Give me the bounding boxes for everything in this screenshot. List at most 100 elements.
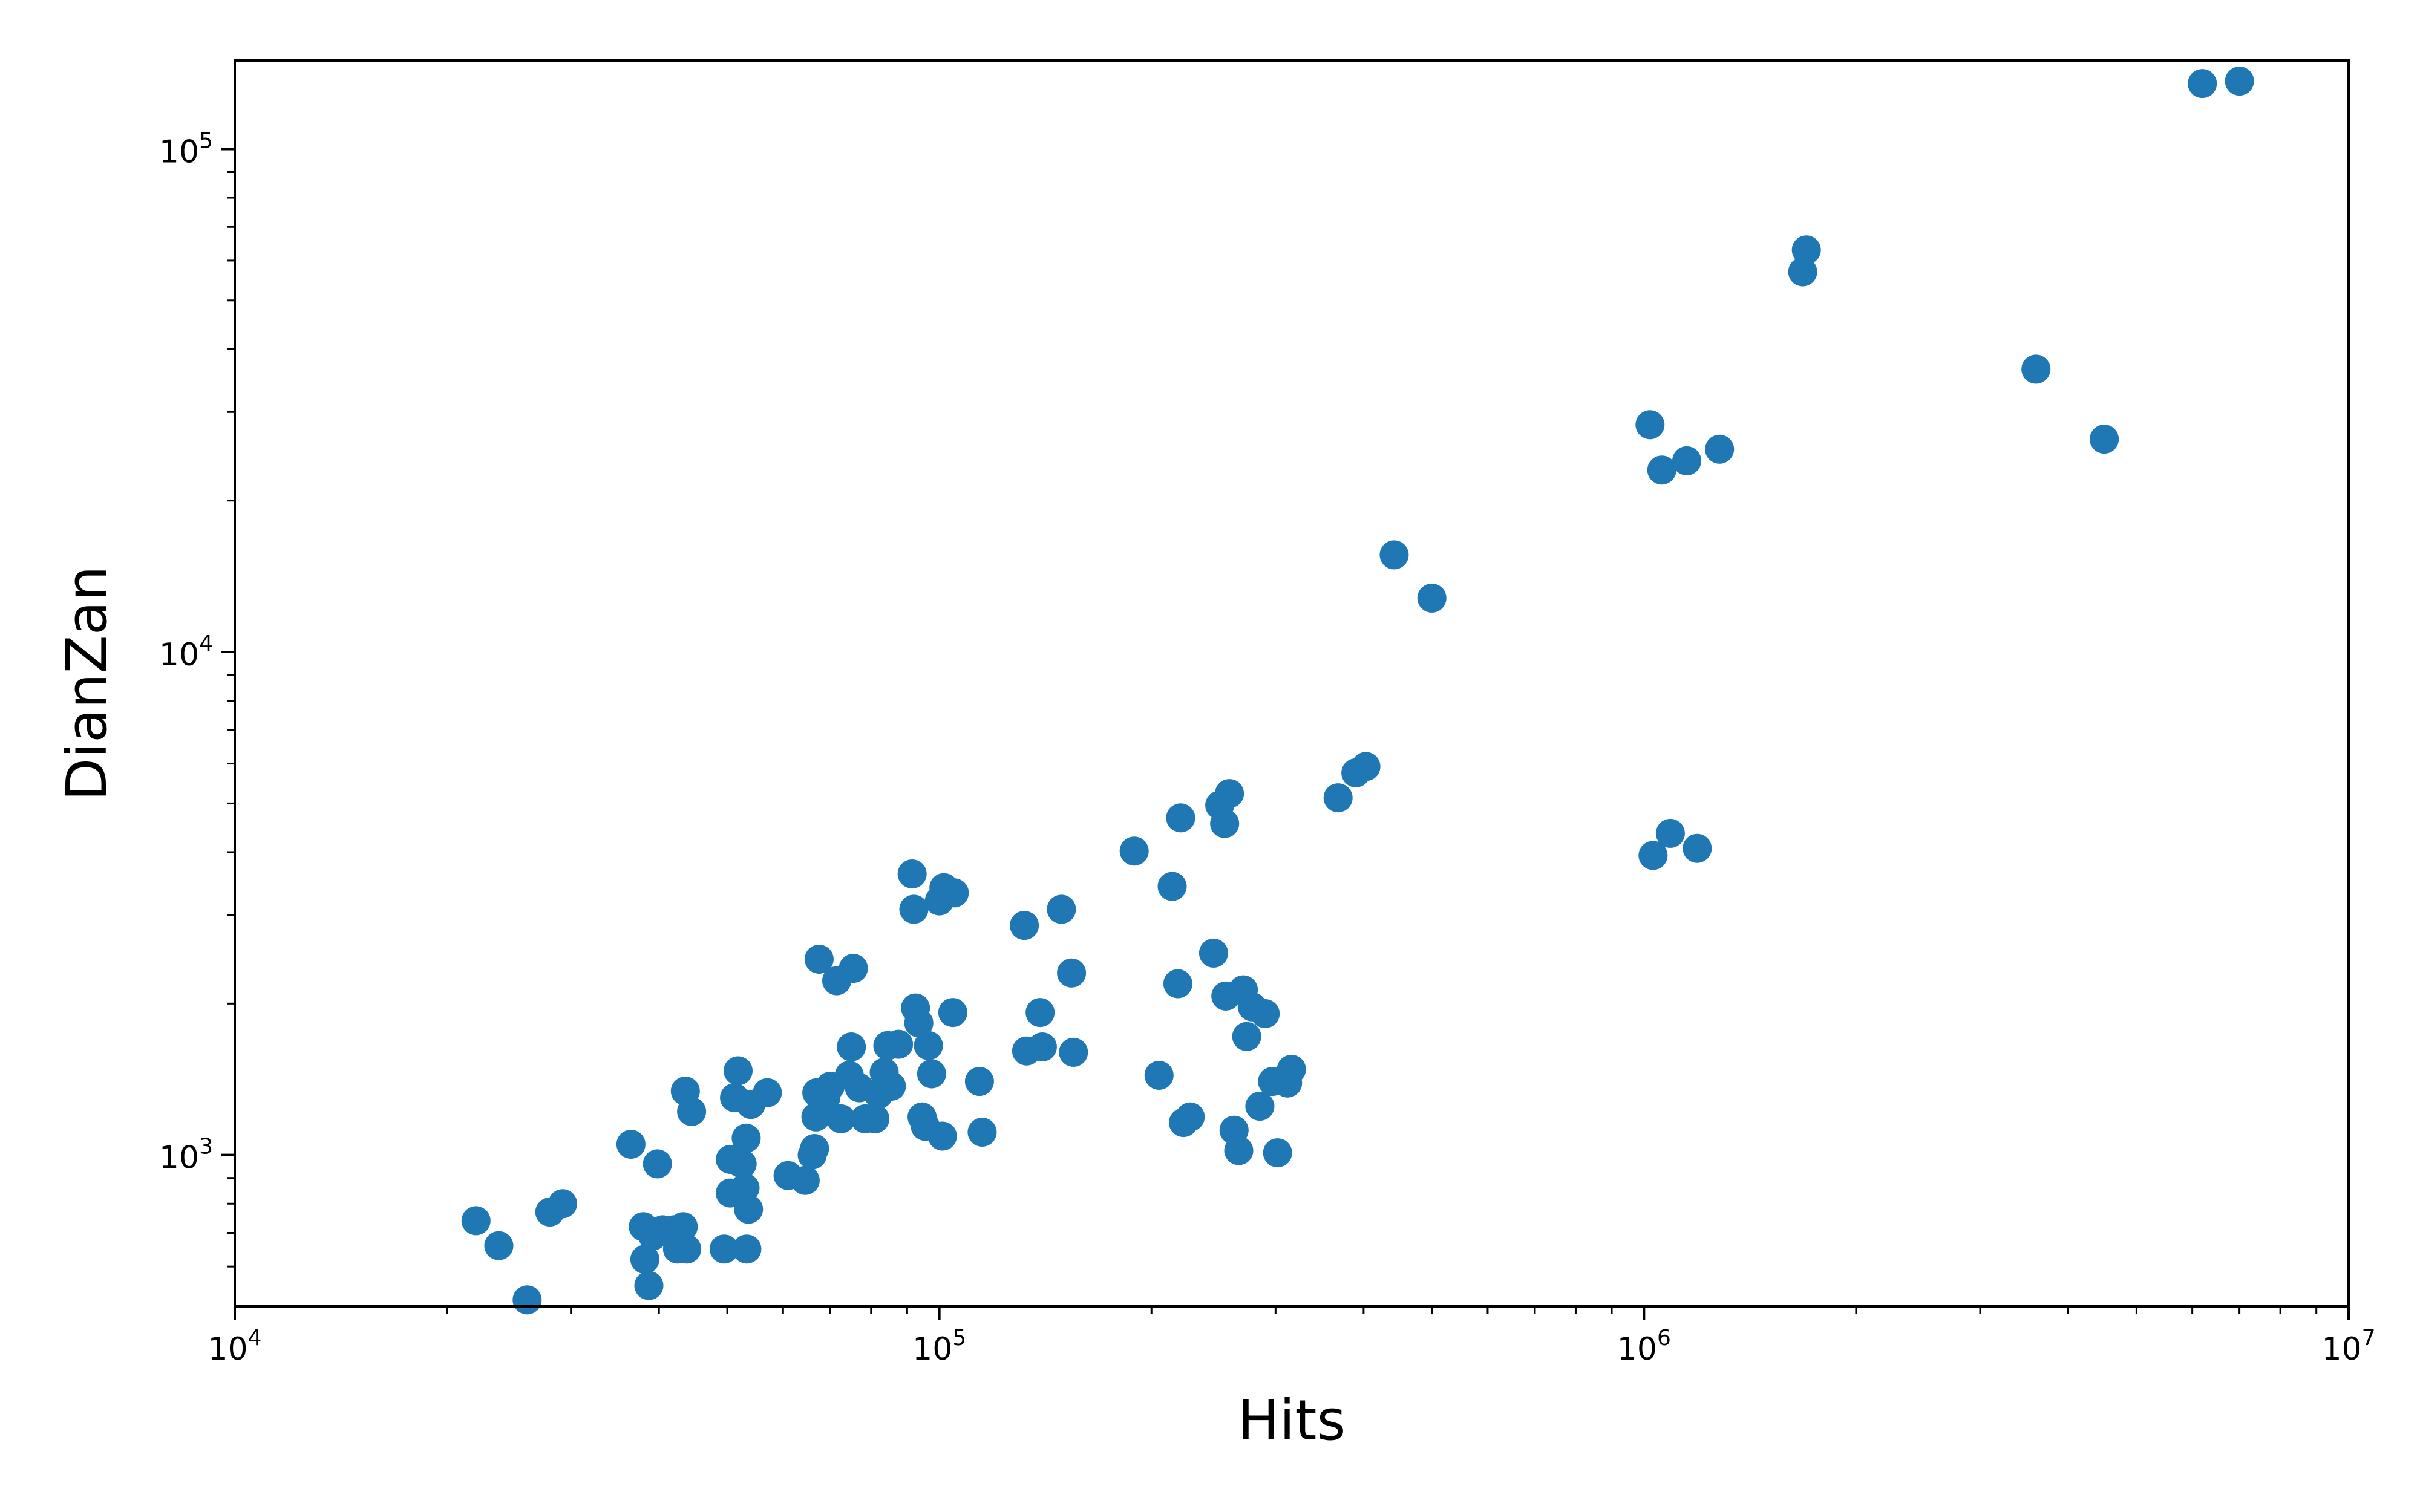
data-point xyxy=(1635,410,1665,440)
data-point xyxy=(1215,779,1244,809)
data-point xyxy=(672,1234,702,1264)
data-point xyxy=(727,1149,757,1179)
y-tick-label: 105 xyxy=(159,128,213,170)
y-axis-label: DianZan xyxy=(54,566,119,801)
data-point xyxy=(1144,1061,1174,1090)
x-tick-exponent: 6 xyxy=(1657,1326,1671,1351)
data-point xyxy=(914,1031,943,1060)
data-point xyxy=(800,1134,829,1163)
data-point xyxy=(2090,425,2119,454)
plot-area xyxy=(461,67,2254,1315)
data-point xyxy=(1705,434,1735,464)
data-point xyxy=(630,1245,659,1274)
data-point xyxy=(1251,999,1280,1028)
data-point xyxy=(1232,1022,1261,1051)
data-point xyxy=(753,1078,782,1107)
y-tick-label: 103 xyxy=(159,1135,213,1176)
data-point xyxy=(1157,872,1187,901)
data-point xyxy=(1683,833,1712,863)
data-point xyxy=(1351,752,1381,781)
data-point xyxy=(1010,911,1039,940)
data-point xyxy=(904,1008,934,1038)
data-point xyxy=(884,1029,914,1059)
x-axis-label: Hits xyxy=(1238,1388,1346,1453)
data-point xyxy=(917,1059,946,1089)
data-point xyxy=(1176,1102,1205,1132)
data-point xyxy=(837,1032,866,1061)
data-point xyxy=(1245,1092,1275,1121)
data-point xyxy=(548,1189,577,1219)
data-point xyxy=(512,1285,542,1315)
data-point xyxy=(1224,1136,1254,1165)
data-point xyxy=(1791,235,1821,265)
data-point xyxy=(461,1206,491,1236)
x-tick-exponent: 7 xyxy=(2362,1326,2376,1351)
x-tick-exponent: 4 xyxy=(248,1326,262,1351)
x-tick-label: 106 xyxy=(1617,1326,1671,1367)
data-point xyxy=(2225,67,2254,96)
data-point xyxy=(1199,938,1228,968)
data-point xyxy=(897,859,927,888)
data-point xyxy=(710,1234,739,1264)
x-tick-exponent: 5 xyxy=(952,1326,966,1351)
y-tick-base: 10 xyxy=(159,637,199,673)
data-point xyxy=(1655,818,1685,848)
data-point xyxy=(1277,1055,1306,1084)
data-point xyxy=(1166,803,1195,833)
data-point xyxy=(724,1056,753,1086)
y-tick-base: 10 xyxy=(159,1140,199,1176)
data-point xyxy=(1210,809,1240,838)
data-point xyxy=(804,945,834,974)
data-point xyxy=(940,878,969,908)
data-point xyxy=(1672,446,1701,475)
y-tick-base: 10 xyxy=(159,134,199,170)
data-point xyxy=(1638,841,1668,870)
data-point xyxy=(860,1104,890,1133)
x-tick-base: 10 xyxy=(912,1331,952,1367)
y-tick-exponent: 4 xyxy=(199,631,213,656)
data-point xyxy=(1323,783,1353,813)
x-tick-label: 104 xyxy=(208,1326,261,1367)
y-tick-label: 104 xyxy=(159,631,213,673)
y-tick-exponent: 3 xyxy=(199,1135,213,1159)
x-tick-base: 10 xyxy=(1617,1331,1657,1367)
data-point xyxy=(1788,257,1817,287)
data-point xyxy=(790,1165,820,1195)
data-point xyxy=(1119,836,1149,866)
data-point xyxy=(677,1097,707,1126)
data-point xyxy=(731,1123,761,1153)
data-point xyxy=(1025,998,1055,1028)
x-tick-label: 107 xyxy=(2321,1326,2375,1367)
x-tick-label: 105 xyxy=(912,1326,966,1367)
data-point xyxy=(734,1194,764,1224)
data-point xyxy=(967,1118,997,1147)
data-point xyxy=(616,1130,646,1159)
data-point xyxy=(1263,1138,1292,1168)
data-point xyxy=(1059,1037,1088,1067)
data-point xyxy=(1647,455,1676,485)
data-point xyxy=(826,1104,855,1133)
data-point xyxy=(634,1271,664,1300)
data-point xyxy=(877,1072,906,1101)
data-point xyxy=(484,1231,514,1260)
data-point xyxy=(938,998,967,1028)
data-point xyxy=(839,954,868,983)
data-point xyxy=(2021,354,2051,384)
data-point xyxy=(732,1234,762,1264)
data-point xyxy=(669,1212,698,1242)
x-tick-base: 10 xyxy=(208,1331,247,1367)
data-point xyxy=(899,894,929,924)
x-axis: 104 105 106 107 xyxy=(208,1306,2376,1367)
y-tick-exponent: 5 xyxy=(199,128,213,153)
data-point xyxy=(927,1121,957,1151)
data-point xyxy=(1027,1032,1057,1061)
data-point xyxy=(1057,958,1087,988)
data-point xyxy=(730,1173,760,1203)
data-point xyxy=(2188,69,2217,99)
data-point xyxy=(1379,540,1409,570)
data-point xyxy=(1163,969,1192,999)
data-point xyxy=(1417,583,1447,613)
data-point xyxy=(1047,894,1076,924)
